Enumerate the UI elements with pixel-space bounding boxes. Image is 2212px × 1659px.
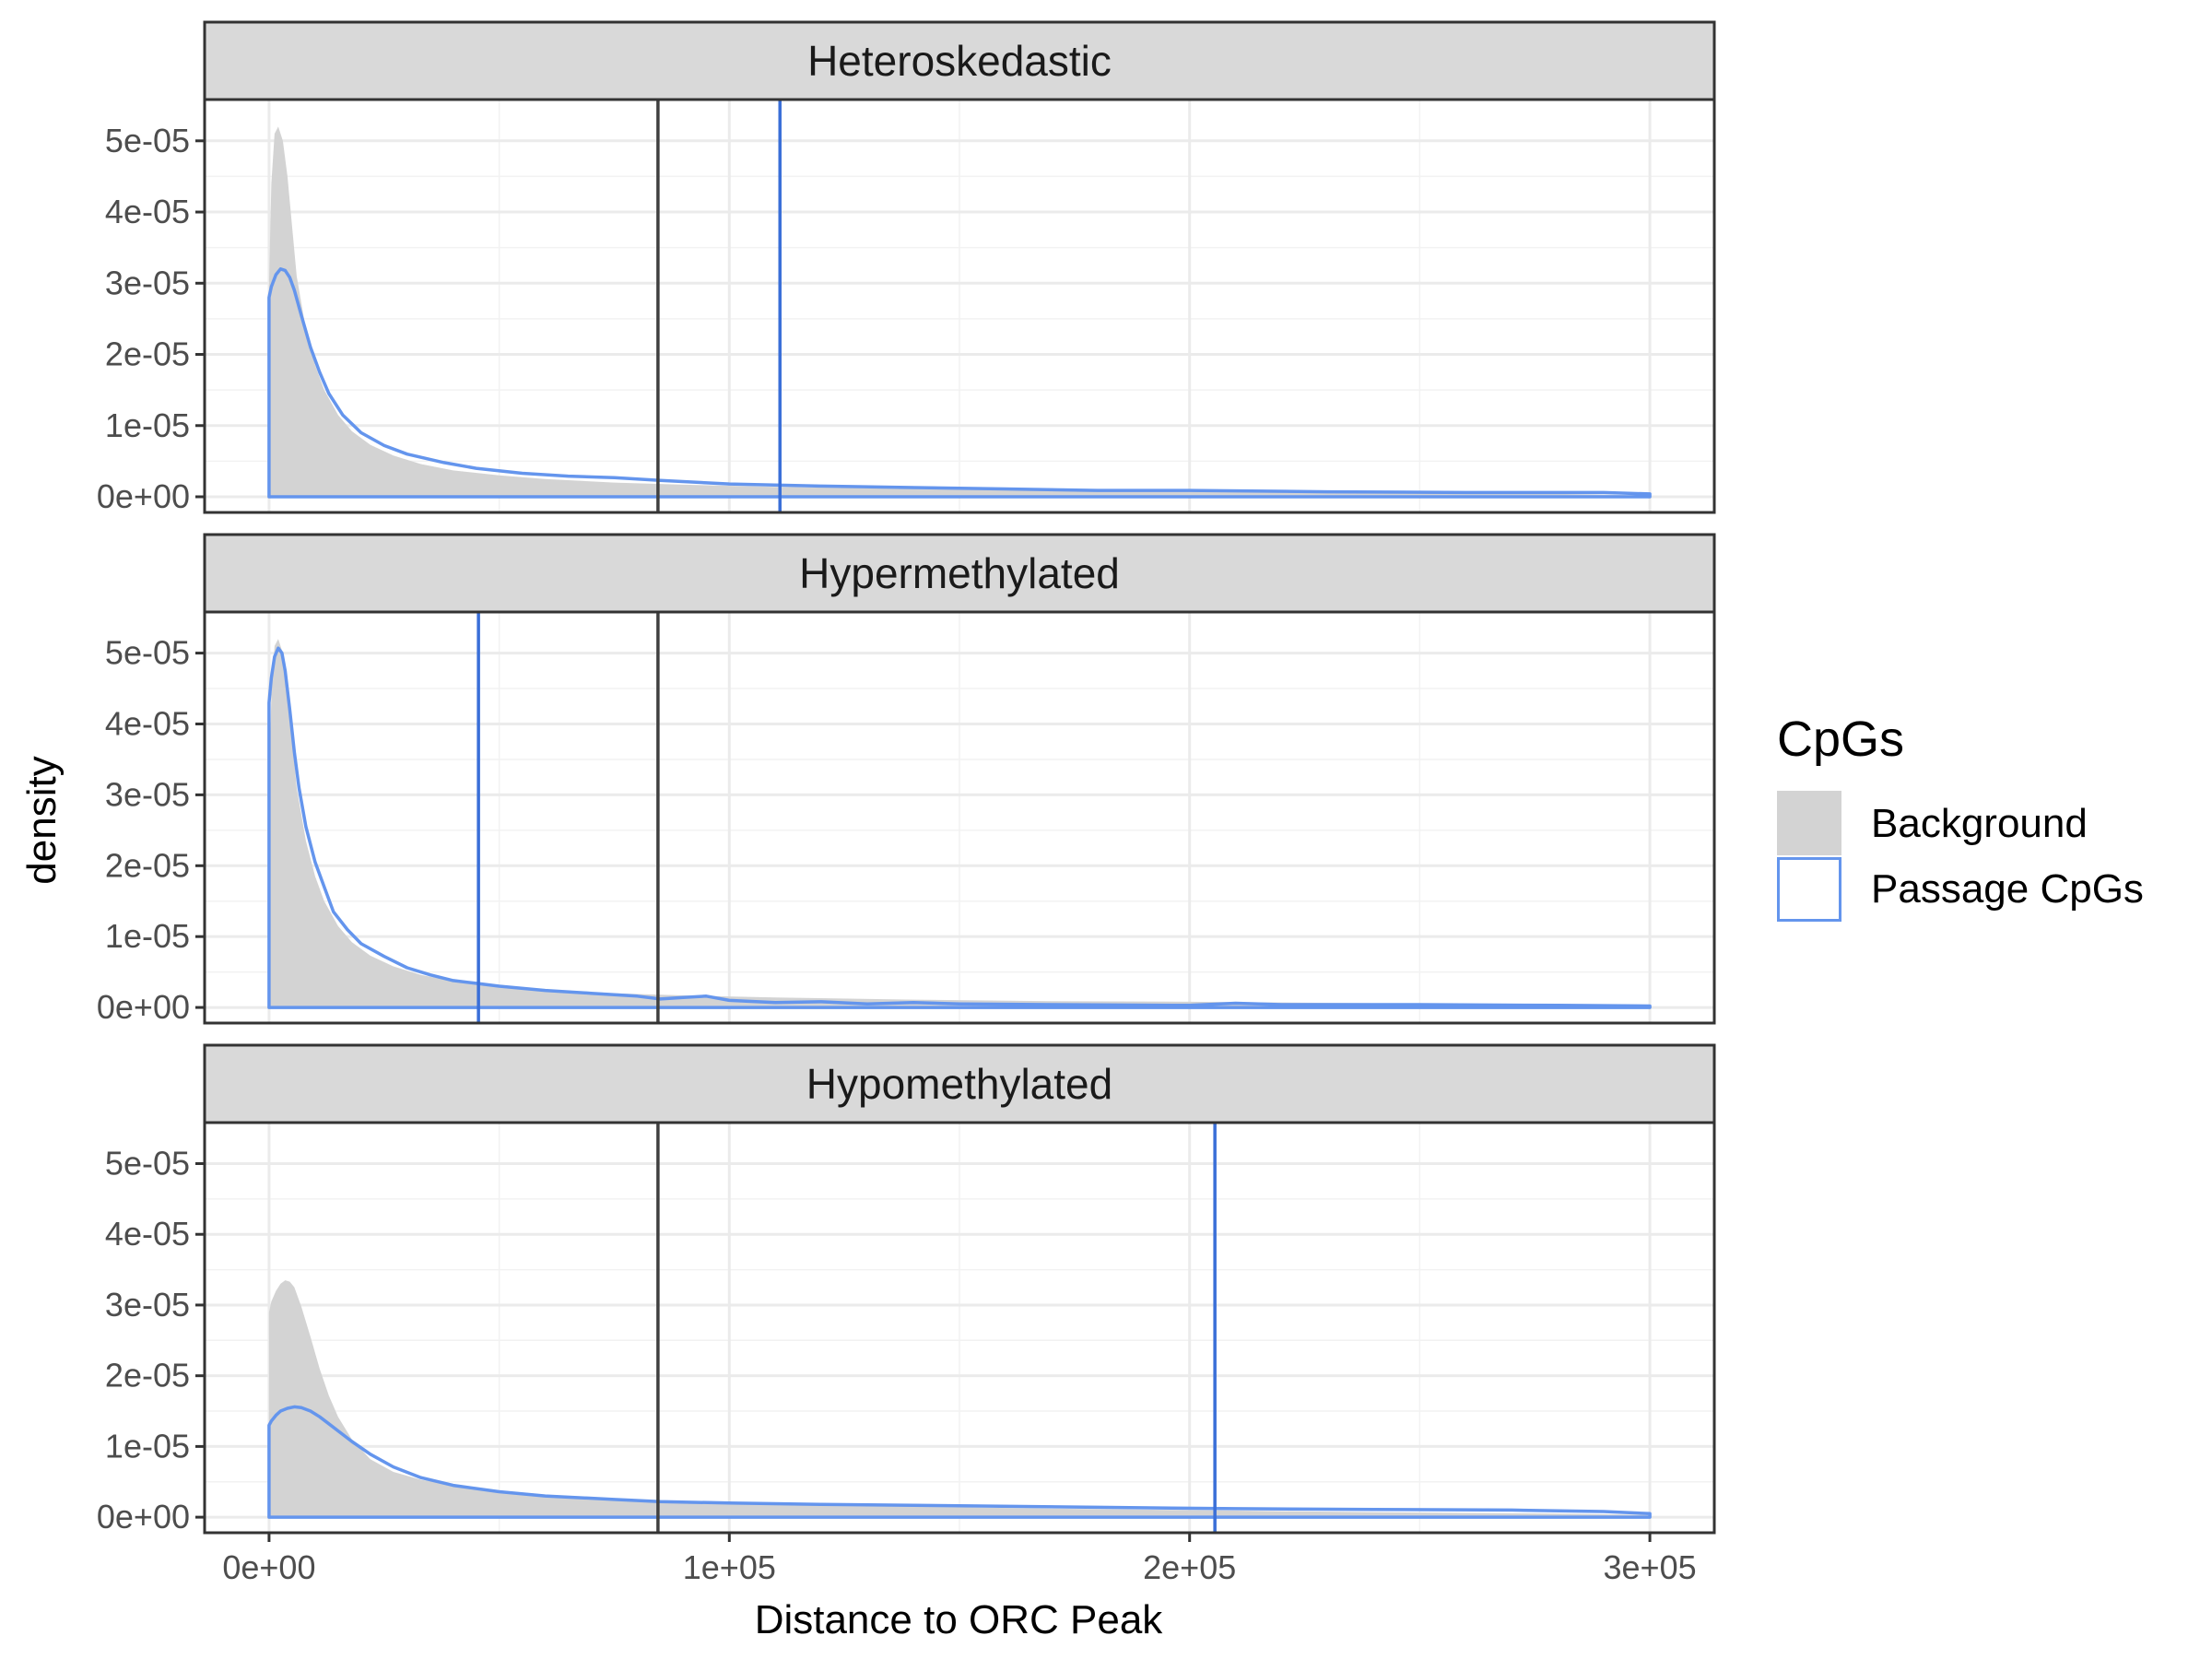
x-tick-label: 1e+05 [683, 1548, 776, 1586]
y-tick-label: 4e-05 [105, 704, 190, 742]
passage-density-line [267, 267, 1652, 499]
y-tick-label: 5e-05 [105, 1145, 190, 1182]
y-tick-label: 5e-05 [105, 634, 190, 672]
facet-strip-label: Hypermethylated [799, 549, 1120, 597]
x-tick-label: 3e+05 [1604, 1548, 1697, 1586]
y-tick-label: 3e-05 [105, 1286, 190, 1324]
legend-key-background [1777, 791, 1841, 855]
passage-density-line [267, 1405, 1652, 1519]
y-axis-title: density [19, 756, 65, 884]
facet-panel: Hypermethylated 0e+00 1e-05 2e-05 3e-05 4e-05… [97, 533, 1716, 1026]
y-tick-label: 1e-05 [105, 917, 190, 955]
x-tick-label: 2e+05 [1143, 1548, 1236, 1586]
y-tick-label: 3e-05 [105, 775, 190, 813]
y-tick-label: 2e-05 [105, 846, 190, 884]
y-tick-label: 4e-05 [105, 193, 190, 230]
x-axis-title: Distance to ORC Peak [755, 1597, 1164, 1642]
y-tick-label: 1e-05 [105, 1427, 190, 1465]
y-tick-label: 2e-05 [105, 335, 190, 373]
y-tick-label: 0e+00 [97, 1498, 190, 1535]
x-tick-label: 0e+00 [222, 1548, 315, 1586]
facet-strip [203, 20, 1716, 101]
x-axis: 0e+00 1e+05 2e+05 3e+05 [222, 1533, 1697, 1586]
y-tick-label: 2e-05 [105, 1357, 190, 1394]
y-tick-label: 1e-05 [105, 406, 190, 444]
facet-strip [203, 1043, 1716, 1124]
facet-strip [203, 533, 1716, 614]
y-tick-label: 4e-05 [105, 1215, 190, 1253]
panel-border [203, 1121, 1716, 1535]
facet-panels: Heteroskedastic 0e+00 1e-05 2e-05 3e-05 4e-05… [97, 20, 1716, 1535]
legend-label-passage: Passage CpGs [1871, 866, 2144, 912]
legend: CpGs Background Passage CpGs [1777, 712, 2144, 922]
y-tick-label: 0e+00 [97, 477, 190, 515]
y-tick-label: 0e+00 [97, 988, 190, 1026]
legend-key-passage [1777, 857, 1841, 922]
passage-density-line [267, 646, 1652, 1009]
background-density-area [268, 1280, 1651, 1518]
facet-strip-label: Heteroskedastic [807, 37, 1112, 85]
y-tick-label: 3e-05 [105, 264, 190, 301]
y-tick-label: 5e-05 [105, 122, 190, 159]
facet-strip-label: Hypomethylated [806, 1060, 1112, 1108]
panel-border [203, 610, 1716, 1025]
panel-border [203, 98, 1716, 514]
background-density-area [268, 126, 1651, 498]
facet-panel: Hypomethylated 0e+00 1e-05 2e-05 3e-05 4e-05 5… [97, 1043, 1716, 1535]
legend-title: CpGs [1777, 712, 1904, 767]
legend-label-background: Background [1871, 801, 2088, 846]
background-density-area [268, 639, 1651, 1008]
facet-panel: Heteroskedastic 0e+00 1e-05 2e-05 3e-05 4e-05… [97, 20, 1716, 515]
